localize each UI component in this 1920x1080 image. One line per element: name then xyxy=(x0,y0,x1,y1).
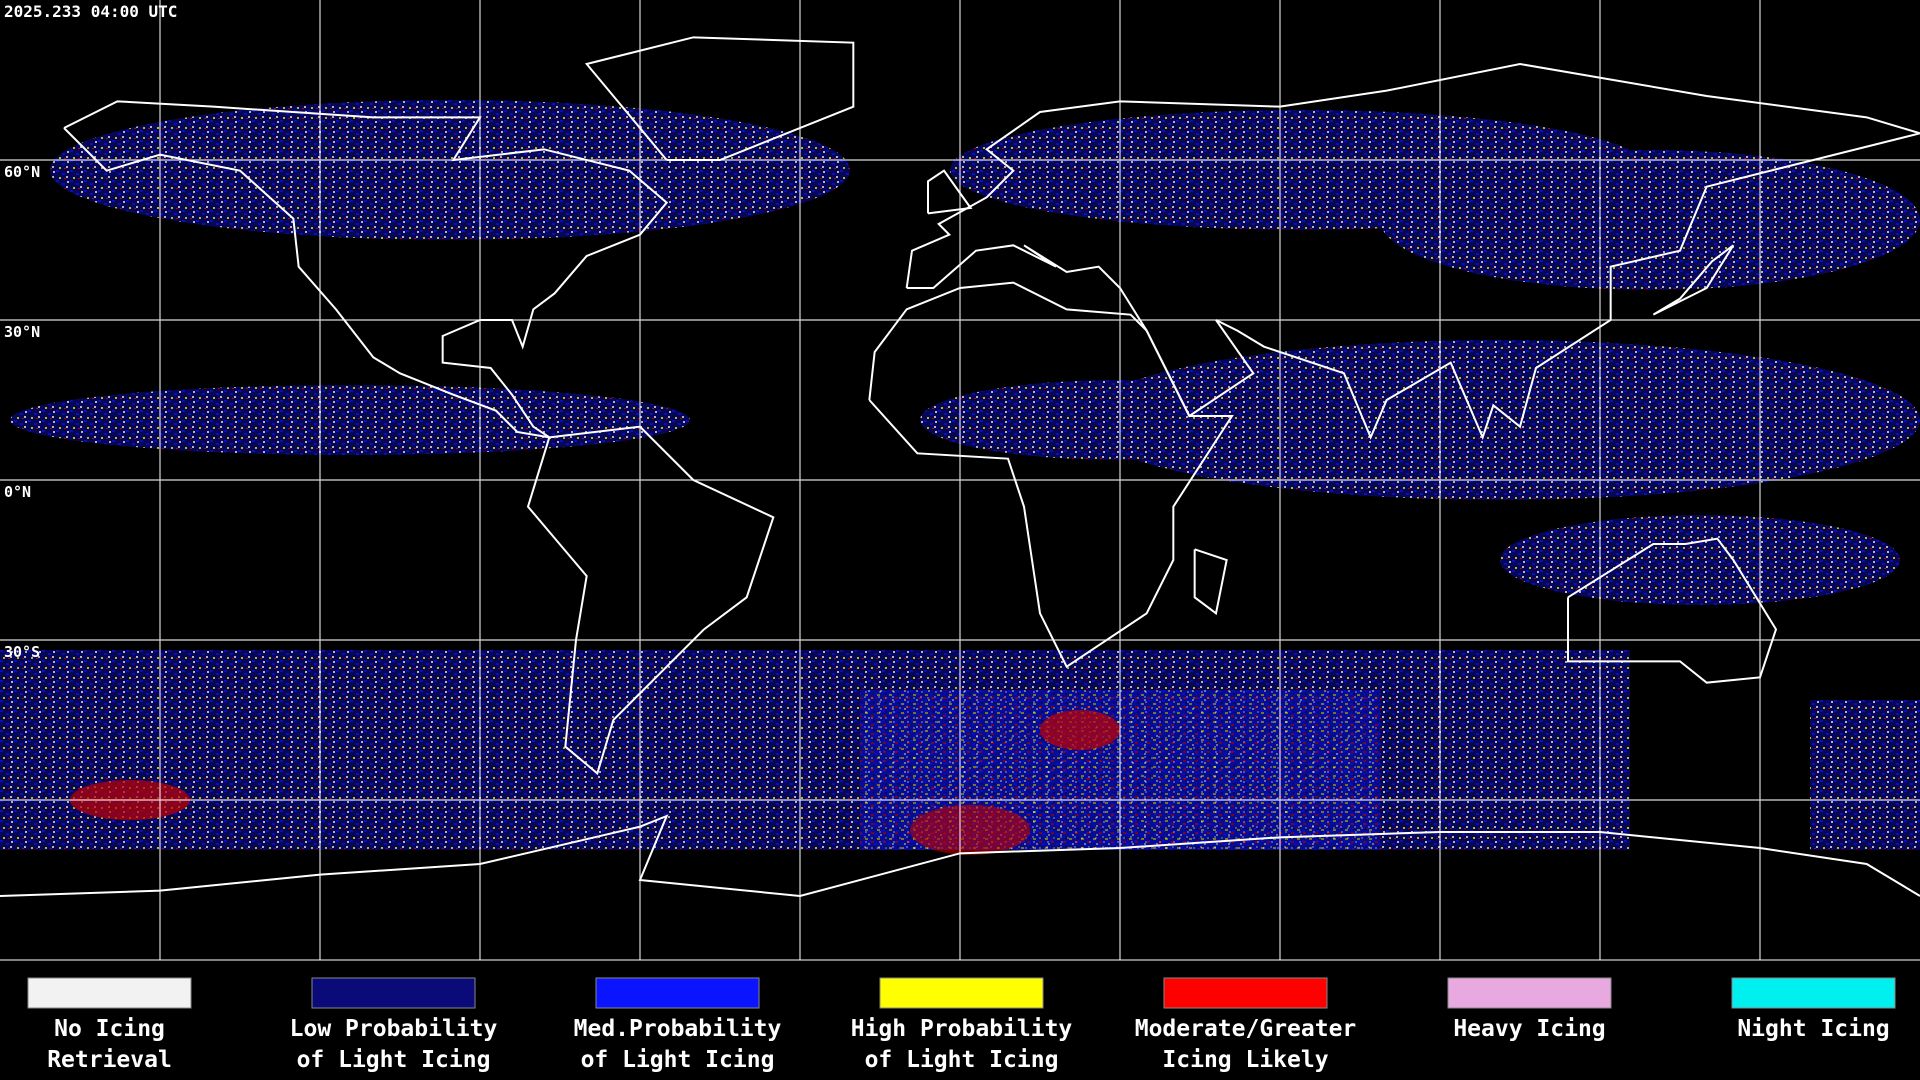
coastlines xyxy=(0,36,1920,898)
icing-area xyxy=(1080,340,1920,500)
icing-area xyxy=(1810,700,1920,850)
latitude-label: 30°N xyxy=(4,323,40,341)
legend-label: Low Probability xyxy=(290,1016,498,1042)
icing-area xyxy=(10,385,690,455)
legend-label: of Light Icing xyxy=(865,1047,1059,1073)
coastline xyxy=(1193,548,1228,616)
legend-swatch xyxy=(1447,977,1612,1009)
legend-label: Heavy Icing xyxy=(1453,1016,1605,1042)
graticule xyxy=(0,0,1920,960)
icing-area xyxy=(0,650,1630,850)
coastline xyxy=(1567,537,1778,684)
coastline xyxy=(905,62,1920,441)
legend-swatch xyxy=(311,977,476,1009)
legend-label: Night Icing xyxy=(1737,1016,1889,1042)
coastline xyxy=(526,425,775,776)
icing-field xyxy=(0,100,1920,855)
timestamp: 2025.233 04:00 UTC xyxy=(4,2,177,21)
legend-label: of Light Icing xyxy=(581,1047,775,1073)
legend-swatch xyxy=(1731,977,1896,1009)
coastline xyxy=(927,169,973,215)
legend-label: No Icing xyxy=(54,1016,165,1042)
legend-label: Med.Probability xyxy=(574,1016,782,1042)
legend-label: Icing Likely xyxy=(1162,1047,1328,1073)
legend-label: Retrieval xyxy=(47,1047,172,1073)
legend-swatch xyxy=(879,977,1044,1009)
latitude-label: 60°N xyxy=(4,163,40,181)
icing-area xyxy=(1380,150,1920,290)
legend-swatch xyxy=(1163,977,1328,1009)
icing-area xyxy=(1040,710,1120,750)
legend-label: Moderate/Greater xyxy=(1135,1016,1357,1042)
coastline xyxy=(63,100,669,439)
legend-swatch xyxy=(27,977,192,1009)
icing-area xyxy=(910,805,1030,855)
legend-label: of Light Icing xyxy=(297,1047,491,1073)
legend-label: High Probability xyxy=(851,1016,1073,1042)
coastline xyxy=(1652,244,1735,316)
icing-area xyxy=(1500,515,1900,605)
latitude-label: 30°S xyxy=(4,643,40,661)
legend: No Icing Retrieval Low Probability of Light… xyxy=(27,977,1896,1073)
icing-area xyxy=(50,100,850,240)
latitude-label: 0°N xyxy=(4,483,31,501)
coastline xyxy=(0,814,1920,898)
legend-swatch xyxy=(595,977,760,1009)
